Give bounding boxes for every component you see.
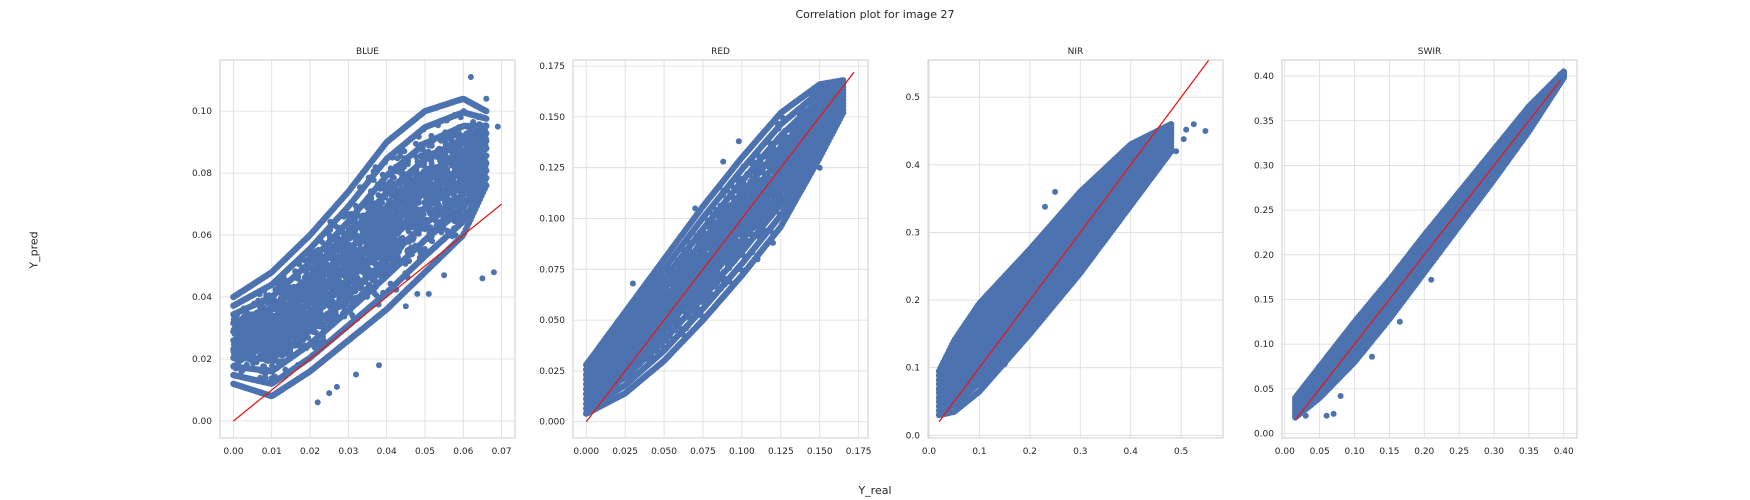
data-point [483,167,490,174]
data-point [257,304,264,311]
data-point [483,130,490,137]
outlier-point [479,275,486,282]
x-tick-label: 0.02 [300,447,320,457]
data-point [483,182,490,189]
outlier-point [314,399,321,406]
scatter-points [583,77,847,417]
x-tick-label: 0.07 [492,447,512,457]
outlier-point [490,269,497,276]
data-point [483,145,490,152]
data-point [405,228,412,235]
data-point [409,190,416,197]
axes-frame [219,59,516,439]
data-point [425,225,432,232]
data-point [404,213,411,219]
outlier-point [441,272,448,279]
y-tick-label: 0.00 [192,417,212,427]
data-point [467,140,474,147]
data-point [349,312,356,318]
data-point [483,137,490,145]
data-point [483,152,490,159]
data-point [412,140,419,147]
outlier-point [494,123,501,130]
outlier-point [402,303,409,310]
y-tick-label: 0.06 [192,231,212,241]
x-tick-label: 0.06 [453,447,473,457]
data-point [388,211,395,218]
outlier-point [425,290,432,297]
outlier-point [483,95,490,102]
data-point [483,115,490,122]
outlier-point [414,290,421,297]
subplot-title: BLUE [356,47,379,57]
y-tick-label: 0.10 [192,107,212,117]
data-point [412,206,419,213]
subplot-blue: 0.00 0.01 0.02 0.03 0.04 0.05 0.06 0.07 0.00 0.02… [192,47,516,457]
outlier-point [410,213,417,220]
outlier-point [376,362,382,369]
data-point [444,166,451,173]
y-tick-label: 0.04 [192,293,212,303]
x-tick-label: 0.01 [262,447,282,457]
data-point [483,160,490,167]
scatter-points [230,74,501,406]
data-point [483,122,490,130]
y-tick-label: 0.02 [192,355,212,365]
data-point [426,209,433,216]
data-point [483,174,490,182]
data-point [401,148,408,155]
x-tick-label: 0.04 [377,447,397,457]
data-point [422,149,429,156]
data-point [421,246,428,252]
data-point [390,174,397,181]
data-point [483,107,490,115]
outlier-point [333,383,340,390]
identity-line [233,203,502,422]
x-tick-label: 0.05 [415,447,435,457]
data-point [394,155,401,162]
x-tick-label: 0.00 [223,447,243,457]
data-point [383,232,390,239]
data-point [435,202,442,209]
data-point [424,194,431,201]
x-tick-label: 0.03 [338,447,358,457]
data-point [249,339,256,346]
data-point [398,167,405,174]
subplot-red: 0.000 0.025 0.050 0.075 0.100 0.125 0.150 0.175… [539,47,871,457]
data-point [268,336,275,343]
y-tick-label: 0.08 [192,169,212,179]
data-point [263,349,270,356]
outlier-point [467,74,474,80]
data-point [397,185,404,192]
outlier-point [452,232,459,239]
outlier-point [326,390,333,397]
data-point [428,160,435,167]
outlier-point [353,371,359,378]
